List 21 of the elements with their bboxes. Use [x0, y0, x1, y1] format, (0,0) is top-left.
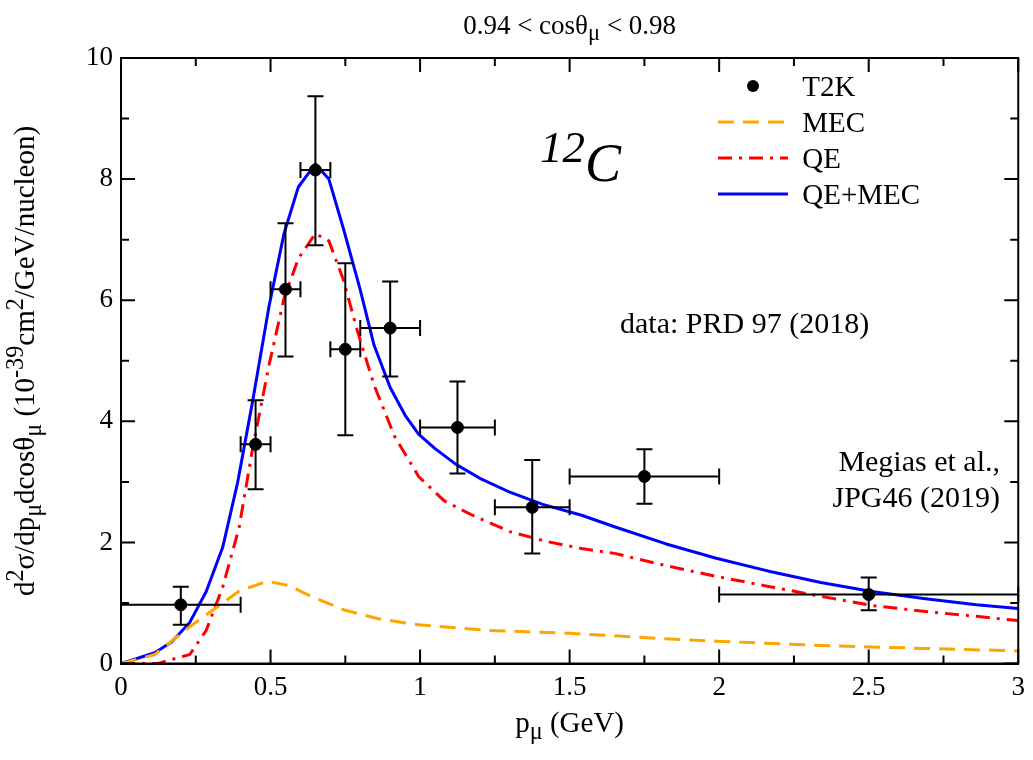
y-tick-label: 10 [86, 41, 113, 72]
chart-title: 0.94 < cosθ$_{μ}$ < 0.98 [462, 10, 678, 47]
y-tick-label: 0 [99, 646, 113, 677]
annotation: $^{12}$C [540, 121, 623, 195]
y-tick-label: 6 [99, 283, 113, 314]
annotation: Megias et al., JPG46 (2019) [831, 443, 1000, 515]
x-tick-label: 0.5 [253, 670, 288, 701]
legend-label: QE [802, 141, 841, 176]
x-tick-label: 1.5 [552, 670, 587, 701]
annotation: data: PRD 97 (2018) [620, 305, 871, 341]
x-tick-label: 3 [1011, 670, 1025, 701]
legend-label: MEC [802, 105, 866, 140]
y-tick-label: 4 [99, 404, 114, 435]
legend-label: T2K [802, 69, 856, 104]
y-tick-label: 8 [99, 162, 113, 193]
x-tick-label: 2 [712, 670, 726, 701]
legend-label: QE+MEC [802, 177, 921, 212]
x-tick-label: 2.5 [851, 670, 886, 701]
x-tick-label: 1 [413, 670, 427, 701]
x-axis-title: p$_{μ}$ (GeV) [514, 705, 625, 745]
y-tick-label: 2 [99, 525, 113, 556]
